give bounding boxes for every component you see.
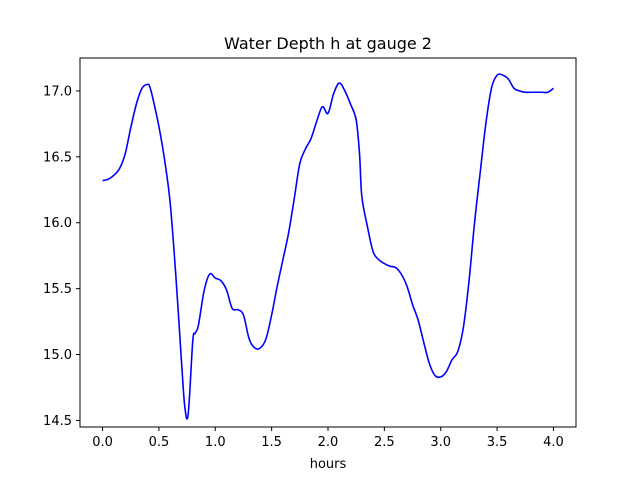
y-tick-label: 15.0	[43, 348, 72, 363]
y-tick-label: 16.0	[43, 216, 72, 231]
series-line-0	[102, 73, 554, 420]
x-tick-label: 1.5	[261, 435, 282, 450]
x-tick-label: 4.0	[543, 435, 564, 450]
y-tick-label: 15.5	[43, 282, 72, 297]
x-tick-label: 0.0	[92, 435, 113, 450]
x-tick-label: 2.5	[374, 435, 395, 450]
y-tick-label: 16.5	[43, 150, 72, 165]
chart-title: Water Depth h at gauge 2	[224, 34, 432, 53]
x-tick-label: 0.5	[149, 435, 170, 450]
y-tick-label: 14.5	[43, 414, 72, 429]
axes-frame	[79, 57, 577, 428]
x-tick-label: 3.0	[430, 435, 451, 450]
axis-ticks: 0.0 0.5 1.0 1.5 2.0 2.5 3.0 3.5 4.0 14.5 15.0 15.5 1…	[43, 84, 564, 450]
y-tick-label: 17.0	[43, 84, 72, 99]
x-tick-label: 3.5	[487, 435, 508, 450]
x-tick-label: 1.0	[205, 435, 226, 450]
plot-area	[102, 73, 554, 420]
x-tick-label: 2.0	[318, 435, 339, 450]
x-axis-label: hours	[310, 457, 347, 472]
